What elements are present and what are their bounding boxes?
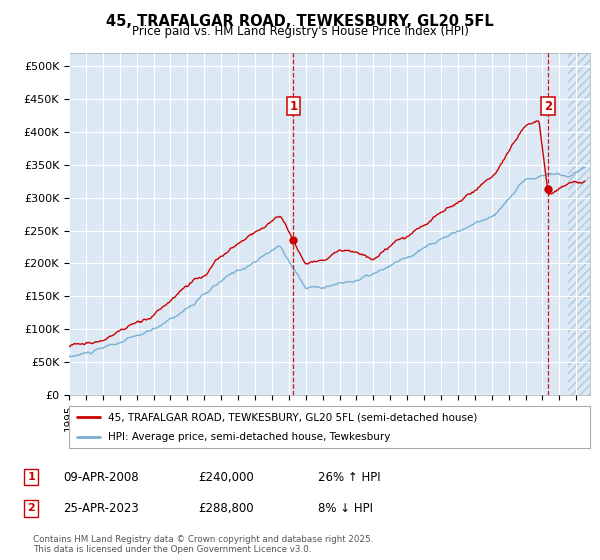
Text: 45, TRAFALGAR ROAD, TEWKESBURY, GL20 5FL: 45, TRAFALGAR ROAD, TEWKESBURY, GL20 5FL (106, 14, 494, 29)
Text: 1: 1 (289, 100, 298, 113)
Text: 1: 1 (28, 472, 35, 482)
Text: HPI: Average price, semi-detached house, Tewkesbury: HPI: Average price, semi-detached house,… (108, 432, 391, 442)
Text: 2: 2 (544, 100, 552, 113)
Text: 8% ↓ HPI: 8% ↓ HPI (318, 502, 373, 515)
Text: 45, TRAFALGAR ROAD, TEWKESBURY, GL20 5FL (semi-detached house): 45, TRAFALGAR ROAD, TEWKESBURY, GL20 5FL… (108, 412, 478, 422)
Text: 25-APR-2023: 25-APR-2023 (63, 502, 139, 515)
Text: 2: 2 (28, 503, 35, 514)
Bar (568, 53, 598, 395)
Text: 09-APR-2008: 09-APR-2008 (63, 470, 139, 484)
Text: Price paid vs. HM Land Registry's House Price Index (HPI): Price paid vs. HM Land Registry's House … (131, 25, 469, 38)
Text: 26% ↑ HPI: 26% ↑ HPI (318, 470, 380, 484)
Text: Contains HM Land Registry data © Crown copyright and database right 2025.
This d: Contains HM Land Registry data © Crown c… (33, 535, 373, 554)
Text: £240,000: £240,000 (198, 470, 254, 484)
Text: £288,800: £288,800 (198, 502, 254, 515)
